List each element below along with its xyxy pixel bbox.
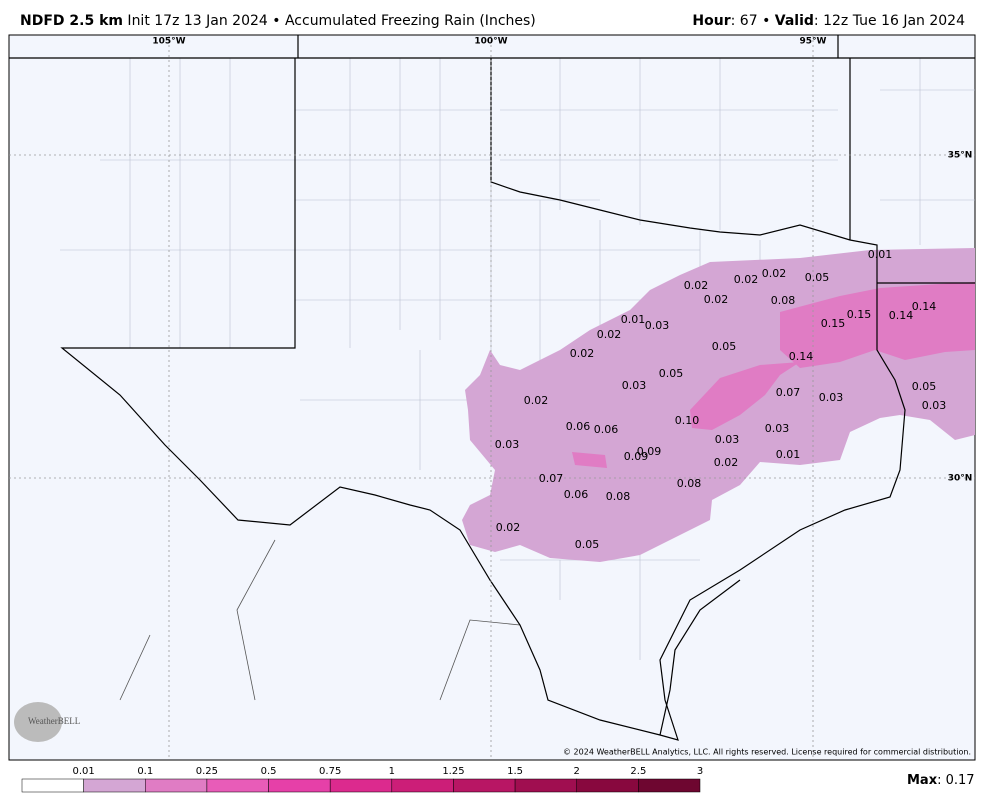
freezing-rain-0.1-c <box>572 452 607 468</box>
colorbar-segment <box>206 778 269 793</box>
max-value: : 0.17 <box>937 773 974 788</box>
colorbar-segment <box>83 778 146 793</box>
point-value: 0.03 <box>765 422 790 435</box>
point-value: 0.02 <box>496 521 521 534</box>
model: NDFD 2.5 km <box>20 13 123 29</box>
point-value: 0.06 <box>594 423 619 436</box>
colorbar-label: 0.1 <box>137 766 153 777</box>
point-value: 0.05 <box>912 380 937 393</box>
point-value: 0.09 <box>624 450 649 463</box>
state-borders <box>9 35 975 741</box>
colorbar-segment <box>391 778 454 793</box>
point-value: 0.05 <box>712 340 737 353</box>
colorbar-label: 0.01 <box>73 766 95 777</box>
valid: : 12z Tue 16 Jan 2024 <box>814 13 965 29</box>
hour: : 67 • <box>731 13 775 29</box>
point-value: 0.07 <box>539 472 564 485</box>
point-value: 0.14 <box>912 300 937 313</box>
colorbar-label: 0.75 <box>319 766 341 777</box>
point-value: 0.09 <box>637 445 662 458</box>
point-value: 0.05 <box>659 367 684 380</box>
colorbar-label: 0.25 <box>196 766 218 777</box>
barrier-islands <box>659 579 741 736</box>
point-value: 0.01 <box>621 313 646 326</box>
logo: WeatherBELL <box>28 716 80 726</box>
colorbar-label: 1 <box>389 766 395 777</box>
header-left: NDFD 2.5 km Init 17z 13 Jan 2024 • Accum… <box>20 13 536 29</box>
mexico-states <box>119 539 521 701</box>
point-value: 0.15 <box>821 317 846 330</box>
point-value: 0.03 <box>622 379 647 392</box>
point-value: 0.10 <box>675 414 700 427</box>
colorbar-segment <box>21 778 84 793</box>
point-value: 0.14 <box>789 350 814 363</box>
point-value: 0.07 <box>776 386 801 399</box>
point-value: 0.08 <box>677 477 702 490</box>
colorbar-label: 1.25 <box>442 766 464 777</box>
header-right: Hour: 67 • Valid: 12z Tue 16 Jan 2024 <box>692 13 965 29</box>
point-value: 0.05 <box>805 271 830 284</box>
lon-label: 100°W <box>474 37 507 47</box>
colorbar-segment <box>329 778 393 793</box>
point-value: 0.06 <box>564 488 589 501</box>
colorbar-segment <box>576 778 639 793</box>
point-value: 0.02 <box>597 328 622 341</box>
point-value: 0.02 <box>762 267 787 280</box>
point-value: 0.06 <box>566 420 591 433</box>
colorbar-segment <box>638 778 701 793</box>
freezing-rain-0.1-b <box>690 362 800 430</box>
colorbar-label: 2.5 <box>630 766 646 777</box>
colorbar-label: 3 <box>697 766 703 777</box>
colorbar-segment <box>514 778 577 793</box>
max-label: Max <box>907 773 938 788</box>
point-value: 0.01 <box>868 248 893 261</box>
point-value: 0.02 <box>704 293 729 306</box>
point-value: 0.02 <box>684 279 709 292</box>
point-value: 0.03 <box>715 433 740 446</box>
lon-label: 105°W <box>152 37 185 47</box>
point-value: 0.02 <box>570 347 595 360</box>
point-value: 0.05 <box>575 538 600 551</box>
lon-label: 95°W <box>800 37 827 47</box>
point-value: 0.03 <box>819 391 844 404</box>
point-value: 0.02 <box>524 394 549 407</box>
point-value: 0.08 <box>771 294 796 307</box>
lat-label: 30°N <box>948 474 973 484</box>
colorbar-label: 1.5 <box>507 766 523 777</box>
map: WeatherBELL © 2024 WeatherBELL Analytics… <box>8 34 976 761</box>
colorbar-segment <box>453 778 516 793</box>
valid-label: Valid <box>775 13 814 29</box>
colorbar-segment <box>145 778 208 793</box>
point-value: 0.02 <box>714 456 739 469</box>
point-value: 0.01 <box>776 448 801 461</box>
point-value: 0.02 <box>734 273 759 286</box>
point-value: 0.03 <box>645 319 670 332</box>
colorbar-segment <box>268 778 331 793</box>
max: Max: 0.17 <box>907 773 975 788</box>
colorbar-label: 0.5 <box>261 766 277 777</box>
point-value: 0.03 <box>922 399 947 412</box>
colorbar-label: 2 <box>574 766 580 777</box>
init: Init 17z 13 Jan 2024 • Accumulated Freez… <box>123 13 536 29</box>
point-value: 0.14 <box>889 309 914 322</box>
lat-label: 35°N <box>948 151 973 161</box>
point-value: 0.15 <box>847 308 872 321</box>
point-value: 0.08 <box>606 490 631 503</box>
point-value: 0.03 <box>495 438 520 451</box>
copyright: © 2024 WeatherBELL Analytics, LLC. All r… <box>563 748 971 757</box>
hour-label: Hour <box>692 13 730 29</box>
logo-mark <box>14 702 62 742</box>
